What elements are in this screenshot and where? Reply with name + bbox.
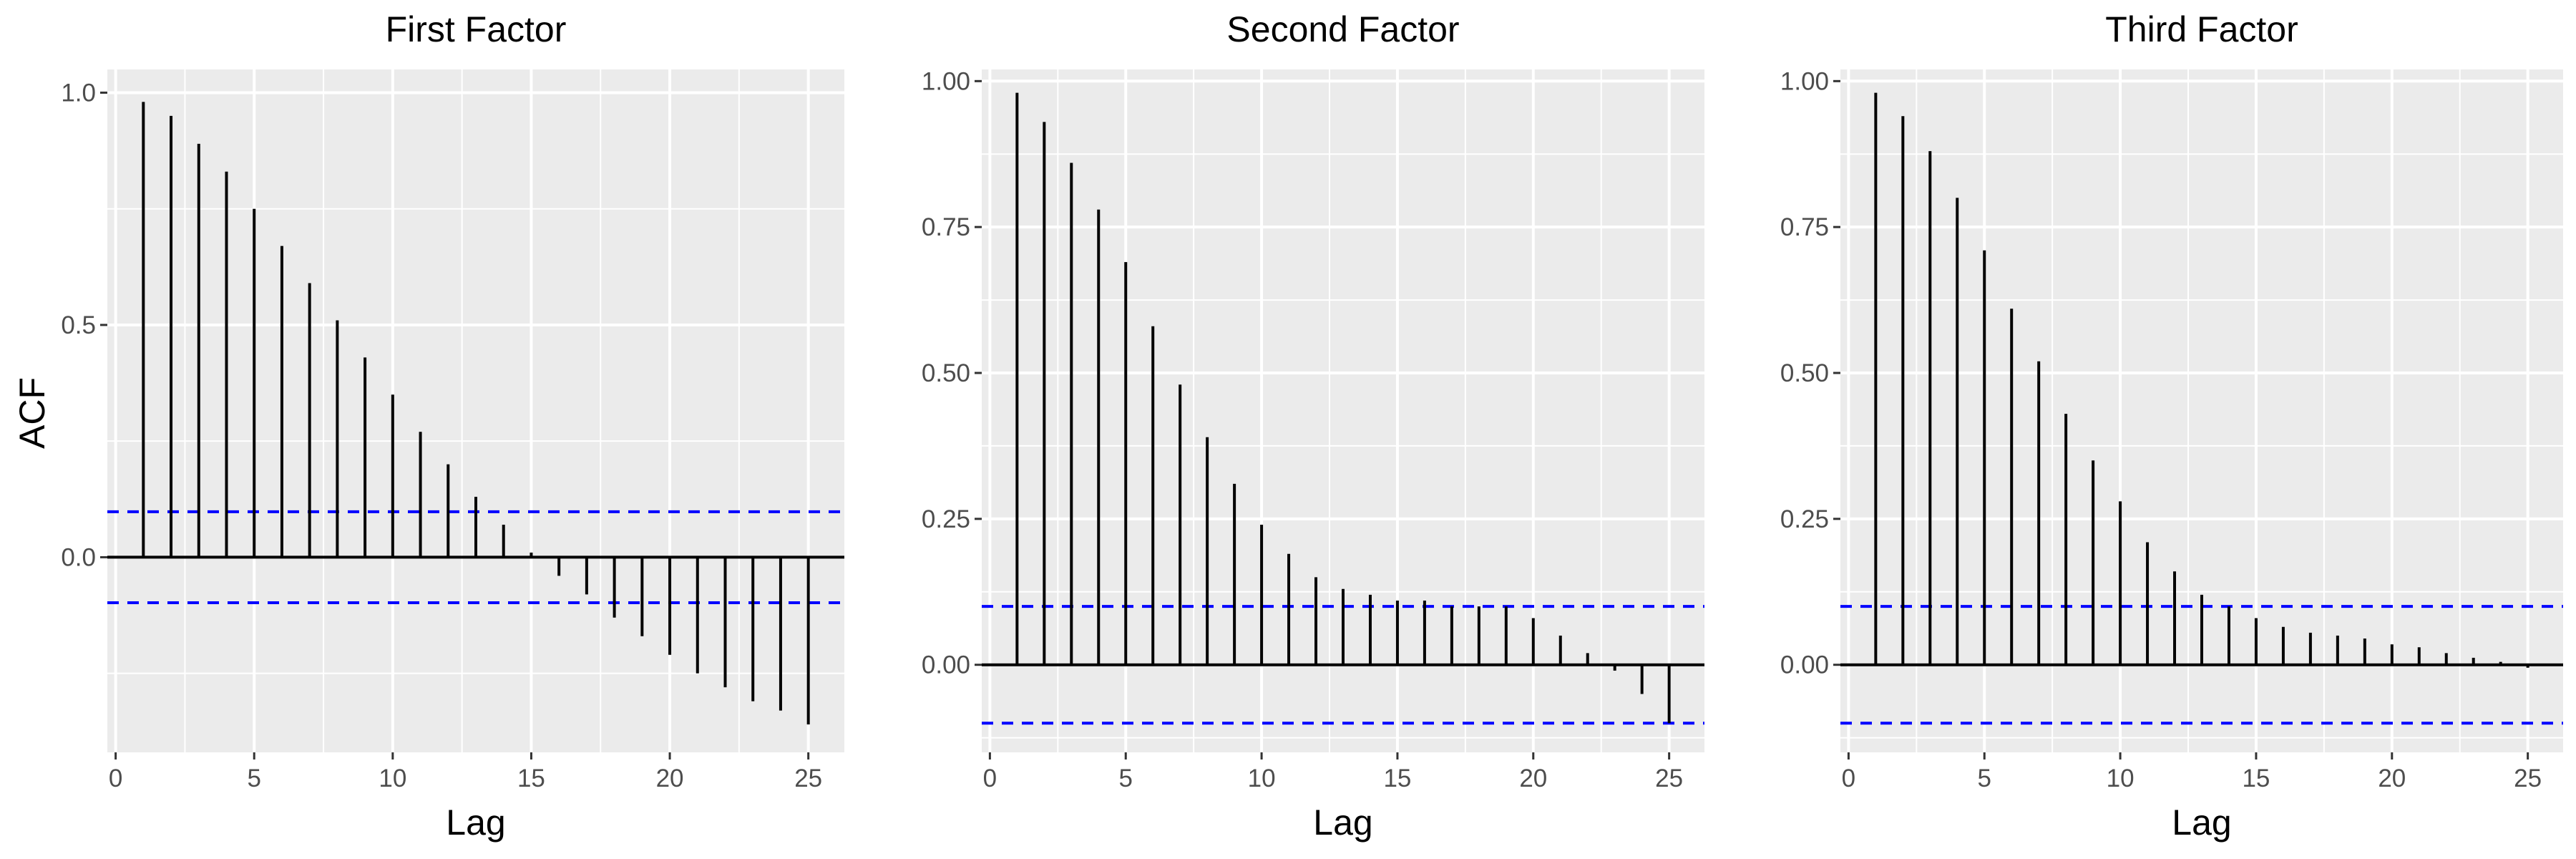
x-axis-title: Lag xyxy=(446,802,505,843)
y-tick-label: 0.50 xyxy=(1780,359,1829,387)
x-tick-label: 0 xyxy=(1842,765,1855,792)
facet-panels: 0 5 10 15 20 25 0.0 0.5 1.0 First Factor Lag 0 5 10 15… xyxy=(61,9,2563,843)
x-tick-label: 25 xyxy=(794,765,822,792)
panel-title: First Factor xyxy=(386,9,567,49)
x-tick-label: 10 xyxy=(1248,765,1276,792)
x-tick-label: 0 xyxy=(109,765,122,792)
panel-background xyxy=(107,69,844,752)
y-tick-label: 1.00 xyxy=(1780,67,1829,95)
panel-3: 0 5 10 15 20 25 0.00 0.25 0.50 0.75 1.00 Third Fact… xyxy=(1780,9,2563,843)
x-tick-label: 5 xyxy=(247,765,260,792)
x-tick-label: 20 xyxy=(2378,765,2406,792)
y-tick-label: 0.50 xyxy=(922,359,970,387)
x-tick-label: 5 xyxy=(1978,765,1991,792)
x-tick-label: 0 xyxy=(983,765,997,792)
x-tick-label: 10 xyxy=(2107,765,2135,792)
y-tick-label: 0.25 xyxy=(922,505,970,533)
x-tick-label: 15 xyxy=(517,765,545,792)
x-axis-title: Lag xyxy=(1313,802,1372,843)
panel-2: 0 5 10 15 20 25 0.00 0.25 0.50 0.75 1.00 Second Fac… xyxy=(922,9,1704,843)
y-tick-label: 1.0 xyxy=(61,79,96,107)
x-tick-label: 10 xyxy=(379,765,406,792)
x-tick-label: 15 xyxy=(1383,765,1411,792)
x-tick-label: 25 xyxy=(2514,765,2542,792)
y-tick-label: 0.00 xyxy=(1780,651,1829,679)
y-tick-label: 0.25 xyxy=(1780,505,1829,533)
panel-1: 0 5 10 15 20 25 0.0 0.5 1.0 First Factor Lag xyxy=(61,9,844,843)
y-tick-label: 0.75 xyxy=(1780,213,1829,241)
y-tick-label: 1.00 xyxy=(922,67,970,95)
x-tick-label: 15 xyxy=(2242,765,2270,792)
shared-y-axis-title: ACF xyxy=(12,377,52,449)
y-tick-label: 0.0 xyxy=(61,543,96,571)
x-tick-label: 5 xyxy=(1119,765,1133,792)
x-tick-label: 25 xyxy=(1655,765,1683,792)
y-tick-label: 0.5 xyxy=(61,311,96,339)
panel-title: Third Factor xyxy=(2105,9,2298,49)
y-tick-label: 0.75 xyxy=(922,213,970,241)
x-axis-title: Lag xyxy=(2172,802,2231,843)
x-tick-label: 20 xyxy=(1519,765,1547,792)
panel-title: Second Factor xyxy=(1226,9,1459,49)
y-tick-label: 0.00 xyxy=(922,651,970,679)
x-tick-label: 20 xyxy=(656,765,684,792)
